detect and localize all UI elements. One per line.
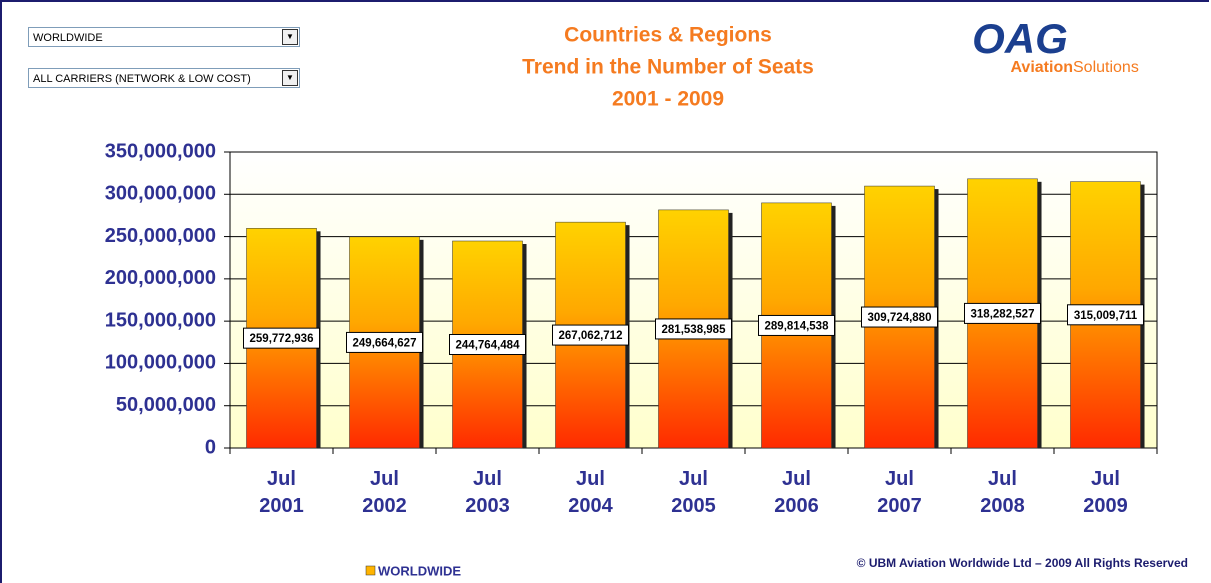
value-label-box bbox=[964, 302, 1041, 324]
y-tick-label: 100,000,000 bbox=[105, 352, 216, 374]
x-tick-label: Jul 2009 bbox=[1083, 468, 1128, 517]
copyright: © UBM Aviation Worldwide Ltd – 2009 All … bbox=[857, 556, 1188, 570]
value-label: 249,664,627 bbox=[353, 337, 417, 349]
y-tick-label: 250,000,000 bbox=[105, 225, 216, 247]
value-label: 318,282,527 bbox=[971, 308, 1035, 320]
x-tick-label: Jul 2008 bbox=[980, 468, 1025, 517]
value-label: 315,009,711 bbox=[1074, 310, 1138, 322]
value-label: 281,538,985 bbox=[662, 324, 727, 336]
dropdown-button[interactable]: ▼ bbox=[282, 29, 298, 45]
x-tick-label: Jul 2005 bbox=[671, 468, 716, 517]
value-label-box bbox=[655, 318, 732, 340]
value-label: 309,724,880 bbox=[868, 312, 932, 324]
value-label-box bbox=[449, 333, 526, 355]
chart-title: Countries & Regions bbox=[564, 24, 772, 47]
carrier-dropdown[interactable]: ALL CARRIERS (NETWORK & LOW COST) ▼ bbox=[28, 68, 300, 88]
value-label-box bbox=[861, 306, 938, 328]
value-label: 267,062,712 bbox=[559, 330, 623, 342]
value-label-box bbox=[1067, 304, 1144, 326]
value-label: 289,814,538 bbox=[765, 320, 830, 332]
x-tick-label: Jul 2004 bbox=[568, 468, 613, 517]
x-tick-label: Jul 2002 bbox=[362, 468, 407, 517]
value-label: 259,772,936 bbox=[250, 333, 314, 345]
dropdown-text: ALL CARRIERS (NETWORK & LOW COST) bbox=[33, 73, 251, 85]
value-label-box bbox=[243, 327, 320, 349]
value-label-box bbox=[758, 314, 835, 336]
legend-swatch bbox=[365, 565, 376, 576]
y-tick-label: 300,000,000 bbox=[105, 183, 216, 205]
logo-text: Solutions bbox=[1073, 59, 1139, 76]
dropdown-button[interactable]: ▼ bbox=[282, 70, 298, 86]
legend-label: WORLDWIDE bbox=[378, 563, 461, 578]
x-tick-label: Jul 2006 bbox=[774, 468, 819, 517]
logo-mark: OAG bbox=[972, 15, 1068, 62]
value-label-box bbox=[552, 324, 629, 346]
chart-title: 2001 - 2009 bbox=[612, 88, 724, 111]
value-label: 244,764,484 bbox=[456, 340, 521, 352]
chart-title: Trend in the Number of Seats bbox=[522, 56, 814, 79]
y-tick-label: 200,000,000 bbox=[105, 267, 216, 289]
x-tick-label: Jul 2003 bbox=[465, 468, 510, 517]
y-tick-label: 150,000,000 bbox=[105, 309, 216, 331]
logo-text: Aviation bbox=[1010, 59, 1073, 76]
value-label-box bbox=[346, 331, 423, 353]
x-tick-label: Jul 2001 bbox=[259, 468, 304, 517]
region-dropdown[interactable]: WORLDWIDE ▼ bbox=[28, 27, 300, 47]
x-tick-label: Jul 2007 bbox=[877, 468, 922, 517]
y-tick-label: 350,000,000 bbox=[105, 140, 216, 162]
y-tick-label: 50,000,000 bbox=[116, 394, 216, 416]
y-tick-label: 0 bbox=[205, 436, 216, 458]
dropdown-text: WORLDWIDE bbox=[33, 32, 103, 44]
